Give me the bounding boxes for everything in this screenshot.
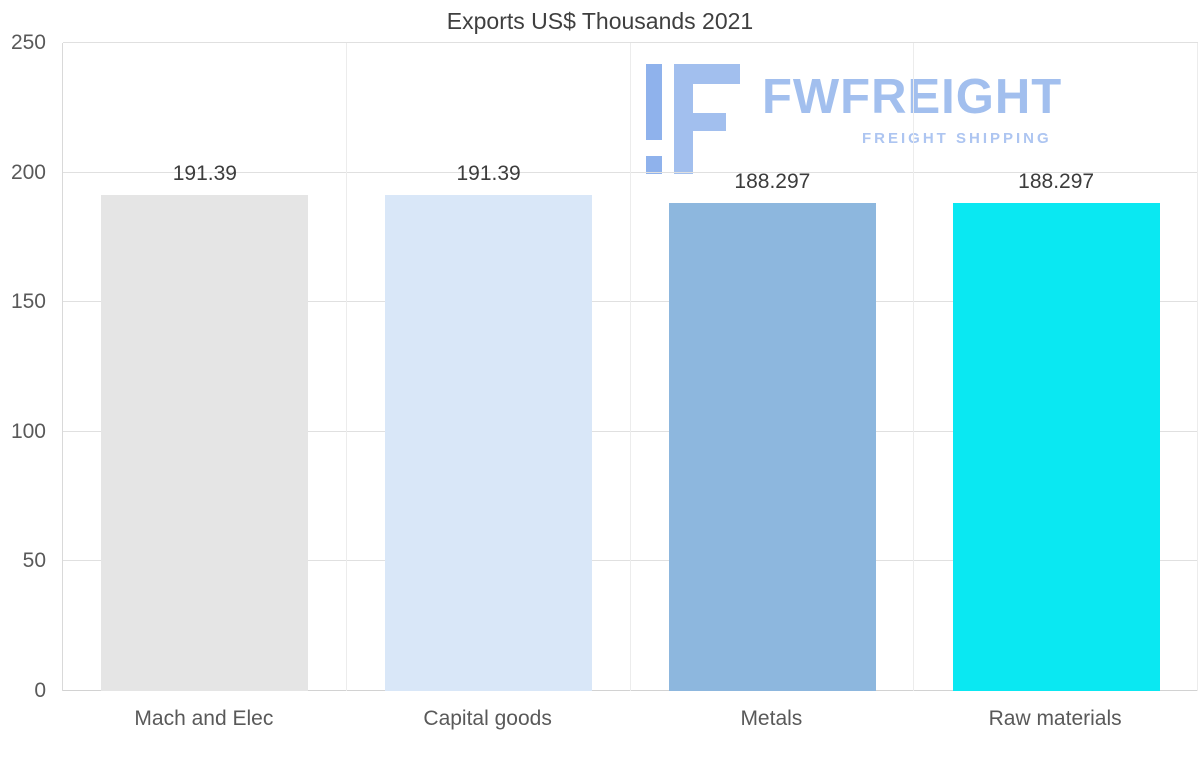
gridline (63, 560, 1198, 562)
y-tick-label: 150 (10, 290, 46, 314)
x-tick-label: Capital goods (423, 707, 552, 730)
bar-column: 191.39 (63, 43, 347, 691)
y-axis: 0 50 100 150 200 250 (0, 31, 54, 702)
y-tick-label: 50 (22, 549, 46, 573)
bar-column: 191.39 (347, 43, 631, 691)
bar[interactable] (385, 194, 593, 691)
bar-column: 188.297 (914, 43, 1198, 691)
x-axis-labels: Mach and Elec Capital goods Metals Raw mate… (62, 695, 1197, 731)
vertical-gridline (345, 43, 347, 691)
y-tick-label: 250 (10, 31, 46, 54)
vertical-gridline (1197, 43, 1198, 691)
bar-column: 188.297 (631, 43, 915, 691)
watermark-tagline: FREIGHT SHIPPING (862, 130, 1052, 148)
watermark-text: FWFREIGHT FREIGHT SHIPPING (762, 64, 1062, 147)
gridline (63, 42, 1198, 43)
y-tick-label: 0 (34, 679, 46, 702)
bar-value-label: 188.297 (734, 169, 811, 193)
bar-value-label: 188.297 (1018, 169, 1095, 193)
vertical-gridline (629, 43, 631, 691)
chart-title: Exports US$ Thousands 2021 (446, 8, 754, 34)
bar[interactable] (101, 194, 309, 691)
y-tick-label: 100 (10, 419, 46, 443)
x-tick-label: Raw materials (988, 707, 1122, 730)
fwfreight-logo-icon (646, 64, 740, 174)
watermark: FWFREIGHT FREIGHT SHIPPING (646, 64, 1062, 174)
watermark-brand: FWFREIGHT (762, 70, 1063, 124)
y-tick-label: 200 (10, 160, 46, 184)
vertical-gridline (913, 43, 915, 691)
gridline (63, 690, 1198, 691)
plot-area: 191.39 191.39 188.297 188.297 (62, 42, 1198, 691)
bar[interactable] (952, 202, 1160, 691)
x-tick-label: Mach and Elec (134, 707, 274, 730)
gridline (63, 301, 1198, 303)
bar-value-label: 191.39 (172, 161, 237, 185)
bar-value-label: 191.39 (456, 161, 521, 185)
bar[interactable] (668, 202, 876, 691)
gridline (63, 430, 1198, 432)
gridline (63, 171, 1198, 173)
x-tick-label: Metals (740, 707, 803, 730)
